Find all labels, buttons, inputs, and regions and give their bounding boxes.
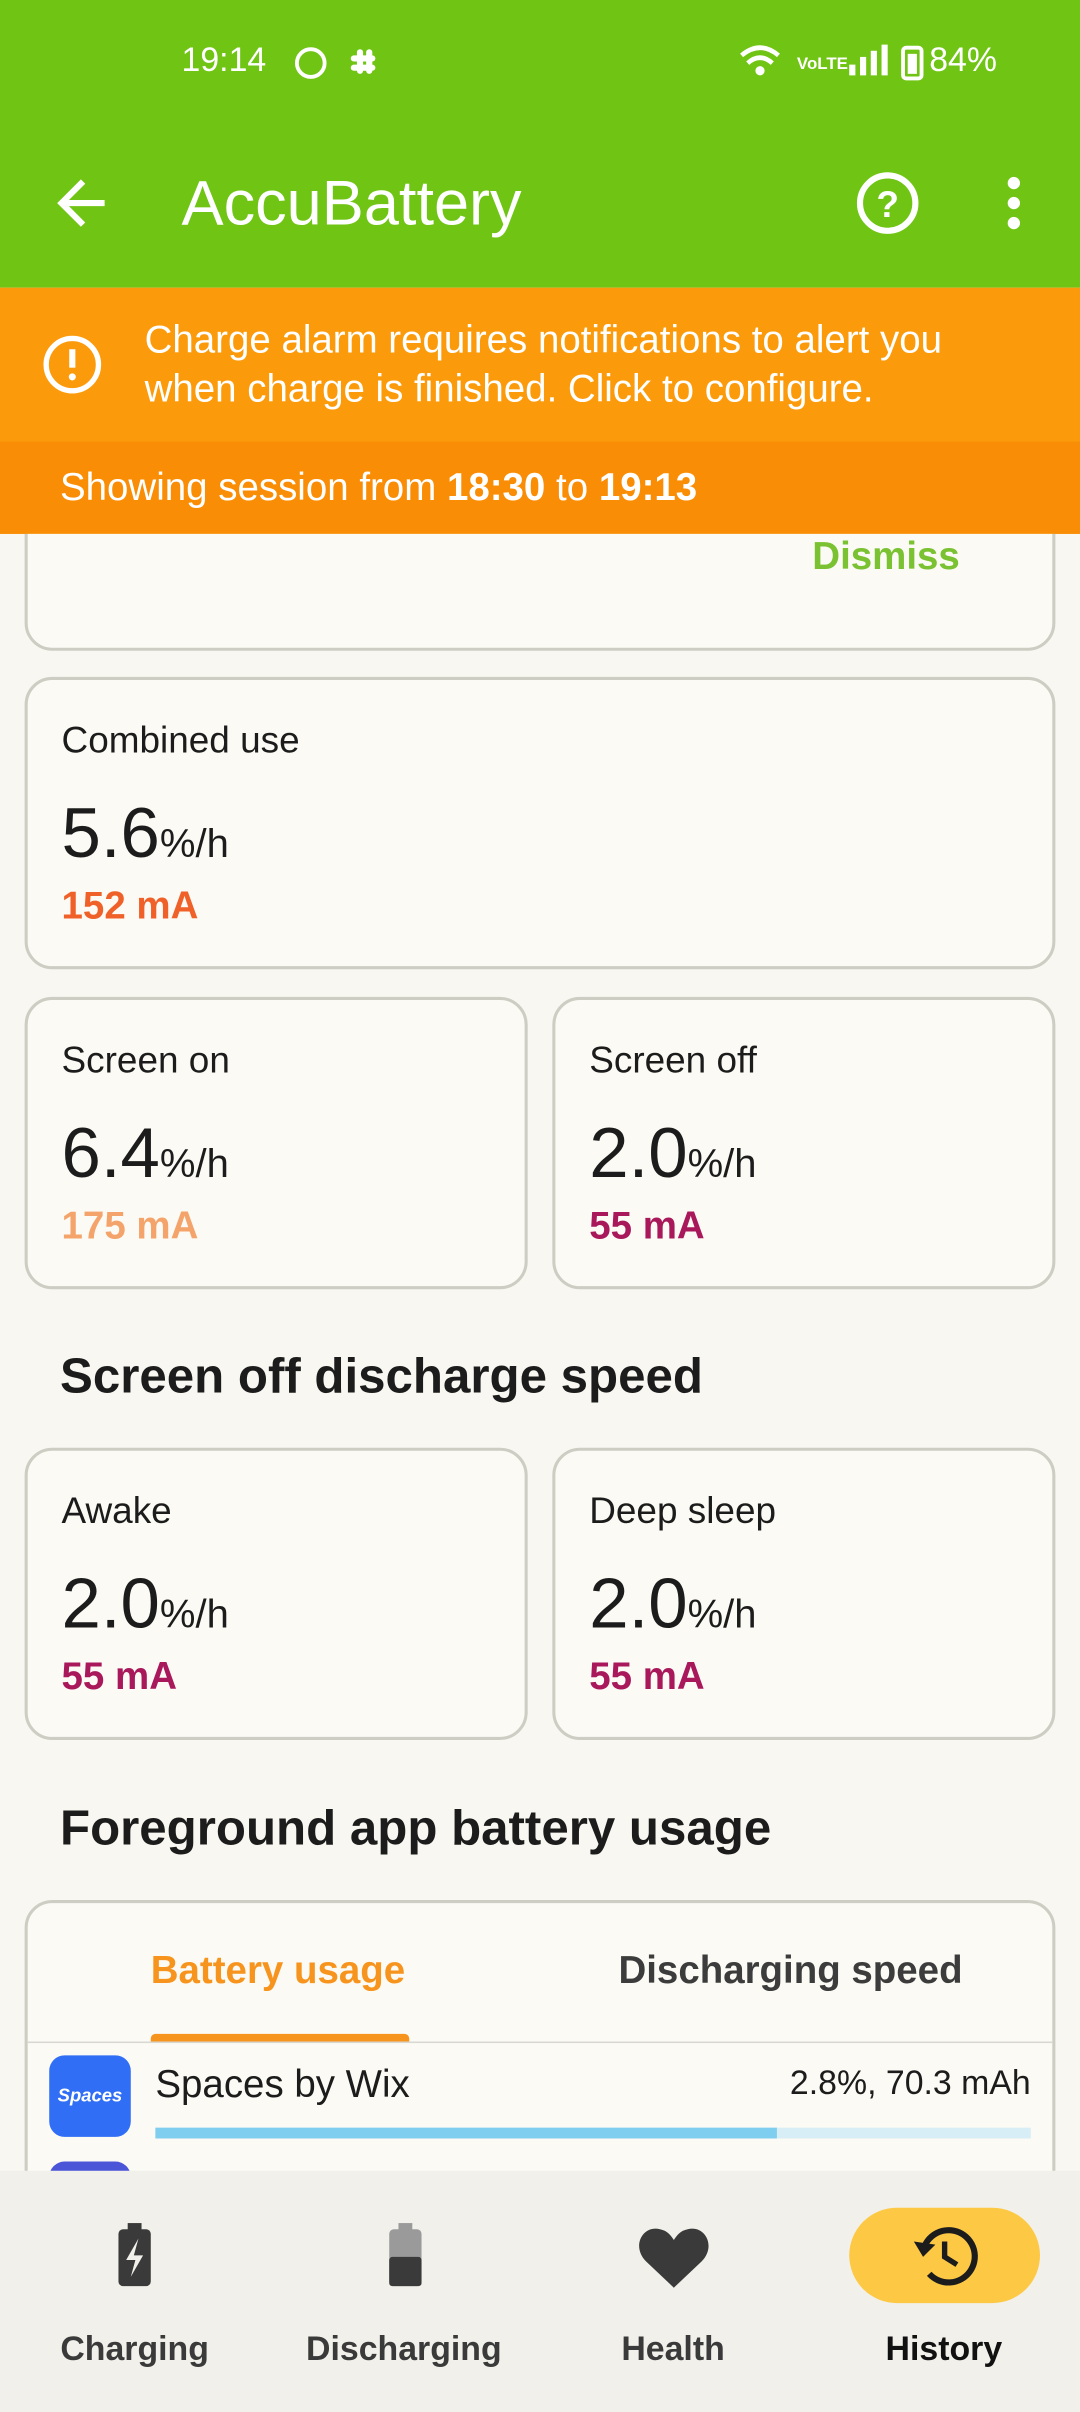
nav-label[interactable]: Charging [60, 2329, 209, 2368]
divider [27, 2041, 1053, 2044]
card-rate: 2.0 [589, 1112, 688, 1193]
session-start: 18:30 [446, 466, 546, 510]
card-rate-row: 2.0%/h [62, 1562, 229, 1647]
alert-text: when charge is finished. Click to config… [144, 367, 874, 411]
stat-card: Screen on 6.4%/h 175 mA [24, 996, 528, 1290]
card-rate: 2.0 [61, 1563, 160, 1644]
header-icons: VoLTE ? [57, 44, 1020, 234]
card-current: 175 mA [61, 1204, 199, 1248]
card-label: Combined use [61, 719, 300, 762]
app-icon: Spaces [49, 2055, 131, 2137]
session-end: 19:13 [598, 466, 698, 510]
card-label: Awake [61, 1490, 172, 1533]
card-unit: %/h [687, 1590, 757, 1637]
stat-card: Combined use 5.6%/h 152 mA [24, 676, 1056, 970]
card-unit: %/h [159, 819, 229, 867]
app-usage: 2.8%, 70.3 mAh [789, 2063, 1031, 2102]
alert-text: Charge alarm requires notifications to a… [144, 318, 943, 362]
card-rate: 6.4 [61, 1112, 160, 1193]
tab-indicator [150, 2033, 410, 2042]
session-text-top: Showing session from 18:30 to 19:13 [60, 465, 697, 511]
session-prefix: Showing session from [59, 466, 437, 510]
section-title: Screen off discharge speed [59, 1347, 703, 1404]
card-current: 55 mA [589, 1204, 705, 1248]
header [0, 0, 1080, 288]
nav-label[interactable]: Health [621, 2329, 725, 2368]
card-unit: %/h [159, 1590, 229, 1637]
card-current: 55 mA [589, 1655, 705, 1699]
card-unit: %/h [159, 1139, 229, 1187]
card-current: 152 mA [61, 884, 199, 928]
stat-card: Awake 2.0%/h 55 mA [24, 1447, 528, 1740]
stat-card: Screen off 2.0%/h 55 mA [552, 996, 1056, 1290]
card-current: 55 mA [61, 1655, 177, 1699]
svg-text:?: ? [876, 184, 899, 225]
nav-icons [118, 2223, 978, 2288]
dismiss-button[interactable]: Dismiss [812, 535, 960, 579]
session-mid: to [556, 466, 589, 510]
app-title: AccuBattery [181, 167, 522, 239]
card-label: Screen off [589, 1039, 757, 1082]
tab[interactable]: Discharging speed [618, 1949, 963, 1993]
battery-level: 84% [929, 39, 997, 79]
svg-text:VoLTE: VoLTE [797, 54, 848, 73]
alert-banner[interactable] [0, 287, 1080, 442]
tab[interactable]: Battery usage [150, 1949, 406, 1993]
card-rate: 5.6 [61, 792, 160, 873]
card-label: Screen on [61, 1039, 230, 1082]
nav-label[interactable]: Discharging [306, 2329, 502, 2368]
card-unit: %/h [687, 1139, 757, 1187]
card-rate-row: 2.0%/h [589, 1562, 756, 1647]
app-name[interactable]: Spaces by Wix [155, 2063, 410, 2107]
card-label: Deep sleep [589, 1490, 777, 1533]
card-rate-row: 5.6%/h [62, 791, 229, 876]
card-rate-row: 6.4%/h [62, 1111, 229, 1196]
stat-card: Deep sleep 2.0%/h 55 mA [552, 1447, 1056, 1740]
section-title: Foreground app battery usage [59, 1799, 772, 1856]
nav-label[interactable]: History [885, 2329, 1003, 2368]
card-rate-row: 2.0%/h [589, 1111, 756, 1196]
alert-icon [43, 335, 102, 394]
time: 19:14 [181, 39, 267, 79]
session-bar-cover [0, 441, 1080, 534]
usage-track [155, 2127, 1031, 2139]
usage-bar [155, 2127, 777, 2139]
card-rate: 2.0 [589, 1563, 688, 1644]
